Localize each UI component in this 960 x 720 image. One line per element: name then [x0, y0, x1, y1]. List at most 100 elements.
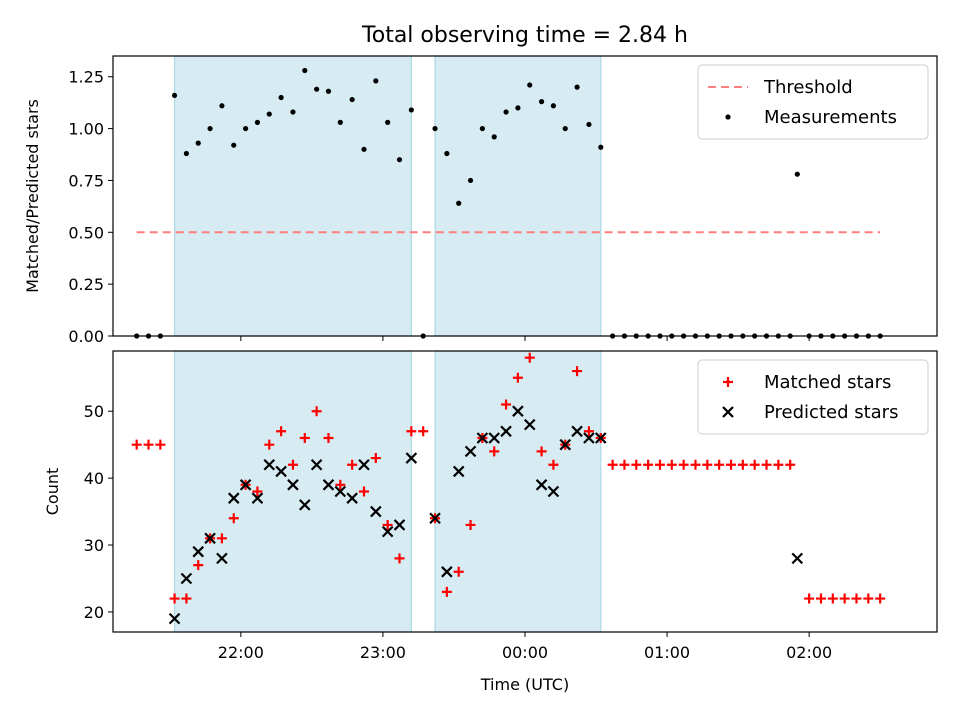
- legend-label: Threshold: [763, 77, 853, 98]
- data-point: [804, 593, 815, 604]
- data-point: [875, 593, 886, 604]
- legend-label: Measurements: [764, 107, 897, 128]
- x-tick-label: 02:00: [786, 643, 832, 662]
- data-point: [607, 459, 618, 470]
- data-point: [252, 486, 263, 497]
- data-point: [464, 445, 477, 458]
- data-point: [441, 586, 452, 597]
- data-point: [489, 446, 500, 457]
- data-point: [385, 119, 391, 125]
- shaded-span: [173, 55, 412, 337]
- data-point: [393, 519, 406, 531]
- series-predicted-stars: [168, 405, 804, 625]
- data-point: [180, 572, 193, 585]
- data-point: [278, 94, 284, 101]
- data-point: [571, 425, 583, 438]
- data-point: [227, 492, 240, 504]
- data-point: [239, 479, 252, 491]
- data-point: [171, 92, 178, 99]
- data-point: [863, 593, 874, 604]
- legend-swatch: [722, 406, 734, 418]
- axes-frame: [112, 55, 938, 337]
- data-point: [479, 125, 485, 132]
- data-point: [287, 479, 299, 491]
- data-point: [491, 134, 497, 140]
- data-point: [773, 459, 784, 470]
- data-point: [216, 533, 227, 544]
- y-tick-label: 0.50: [68, 223, 104, 242]
- data-point: [737, 459, 748, 470]
- data-point: [794, 171, 800, 177]
- data-point: [302, 67, 308, 74]
- data-point: [476, 432, 489, 444]
- data-point: [488, 432, 500, 444]
- data-point: [408, 107, 414, 113]
- legend-swatch: [723, 377, 733, 387]
- legend-box: [697, 359, 929, 435]
- data-point: [429, 512, 441, 525]
- data-point: [358, 458, 370, 471]
- y-tick-label: 0.00: [68, 327, 104, 346]
- data-point: [192, 545, 205, 558]
- data-point: [382, 519, 393, 530]
- data-point: [418, 426, 429, 437]
- data-point: [287, 459, 298, 470]
- y-tick-label: 40: [84, 469, 104, 488]
- y-tick-label: 0.75: [68, 171, 104, 190]
- data-point: [690, 459, 701, 470]
- data-point: [394, 553, 405, 564]
- shaded-span: [173, 350, 412, 633]
- data-point: [583, 426, 594, 437]
- data-point: [791, 552, 804, 565]
- data-point: [276, 426, 287, 437]
- data-point: [501, 399, 512, 410]
- data-point: [515, 105, 521, 111]
- data-point: [334, 485, 347, 498]
- x-axis-label: Time (UTC): [480, 675, 569, 694]
- data-point: [666, 459, 677, 470]
- data-point: [547, 485, 560, 498]
- data-point: [559, 438, 572, 451]
- data-point: [207, 125, 213, 132]
- data-point: [643, 459, 654, 470]
- data-point: [598, 144, 604, 150]
- y-tick-label: 20: [84, 603, 104, 622]
- data-point: [574, 84, 580, 90]
- data-point: [216, 552, 228, 565]
- data-point: [839, 593, 850, 604]
- data-point: [143, 439, 154, 450]
- data-point: [456, 200, 462, 206]
- data-point: [373, 78, 379, 84]
- data-point: [310, 458, 323, 471]
- x-tick-label: 01:00: [644, 643, 690, 662]
- axes-frame: [112, 350, 938, 633]
- data-point: [361, 146, 367, 152]
- data-point: [370, 453, 381, 464]
- data-point: [631, 459, 642, 470]
- data-point: [586, 121, 592, 128]
- x-tick-label: 23:00: [360, 643, 406, 662]
- data-point: [761, 459, 772, 470]
- y-axis-label: Count: [43, 468, 62, 516]
- data-point: [572, 366, 583, 377]
- data-point: [444, 150, 450, 157]
- data-point: [405, 452, 418, 464]
- axes-and-ticks: 0.00 0.25 0.50 0.75 1.00 1.25 Matched/Predicte…: [23, 68, 832, 662]
- y-tick-label: 50: [84, 402, 104, 421]
- data-point: [396, 157, 403, 163]
- data-point: [527, 82, 533, 88]
- data-point: [583, 432, 595, 444]
- chart-title: Total observing time = 2.84 h: [361, 23, 688, 48]
- data-point: [337, 119, 343, 125]
- data-point: [536, 446, 547, 457]
- data-point: [851, 593, 862, 604]
- data-point: [619, 459, 630, 470]
- data-point: [381, 525, 394, 538]
- data-point: [512, 372, 523, 383]
- data-point: [323, 432, 334, 443]
- data-point: [524, 352, 535, 363]
- data-point: [594, 432, 607, 444]
- data-point: [465, 519, 476, 530]
- data-point: [195, 140, 201, 146]
- data-point: [467, 177, 474, 184]
